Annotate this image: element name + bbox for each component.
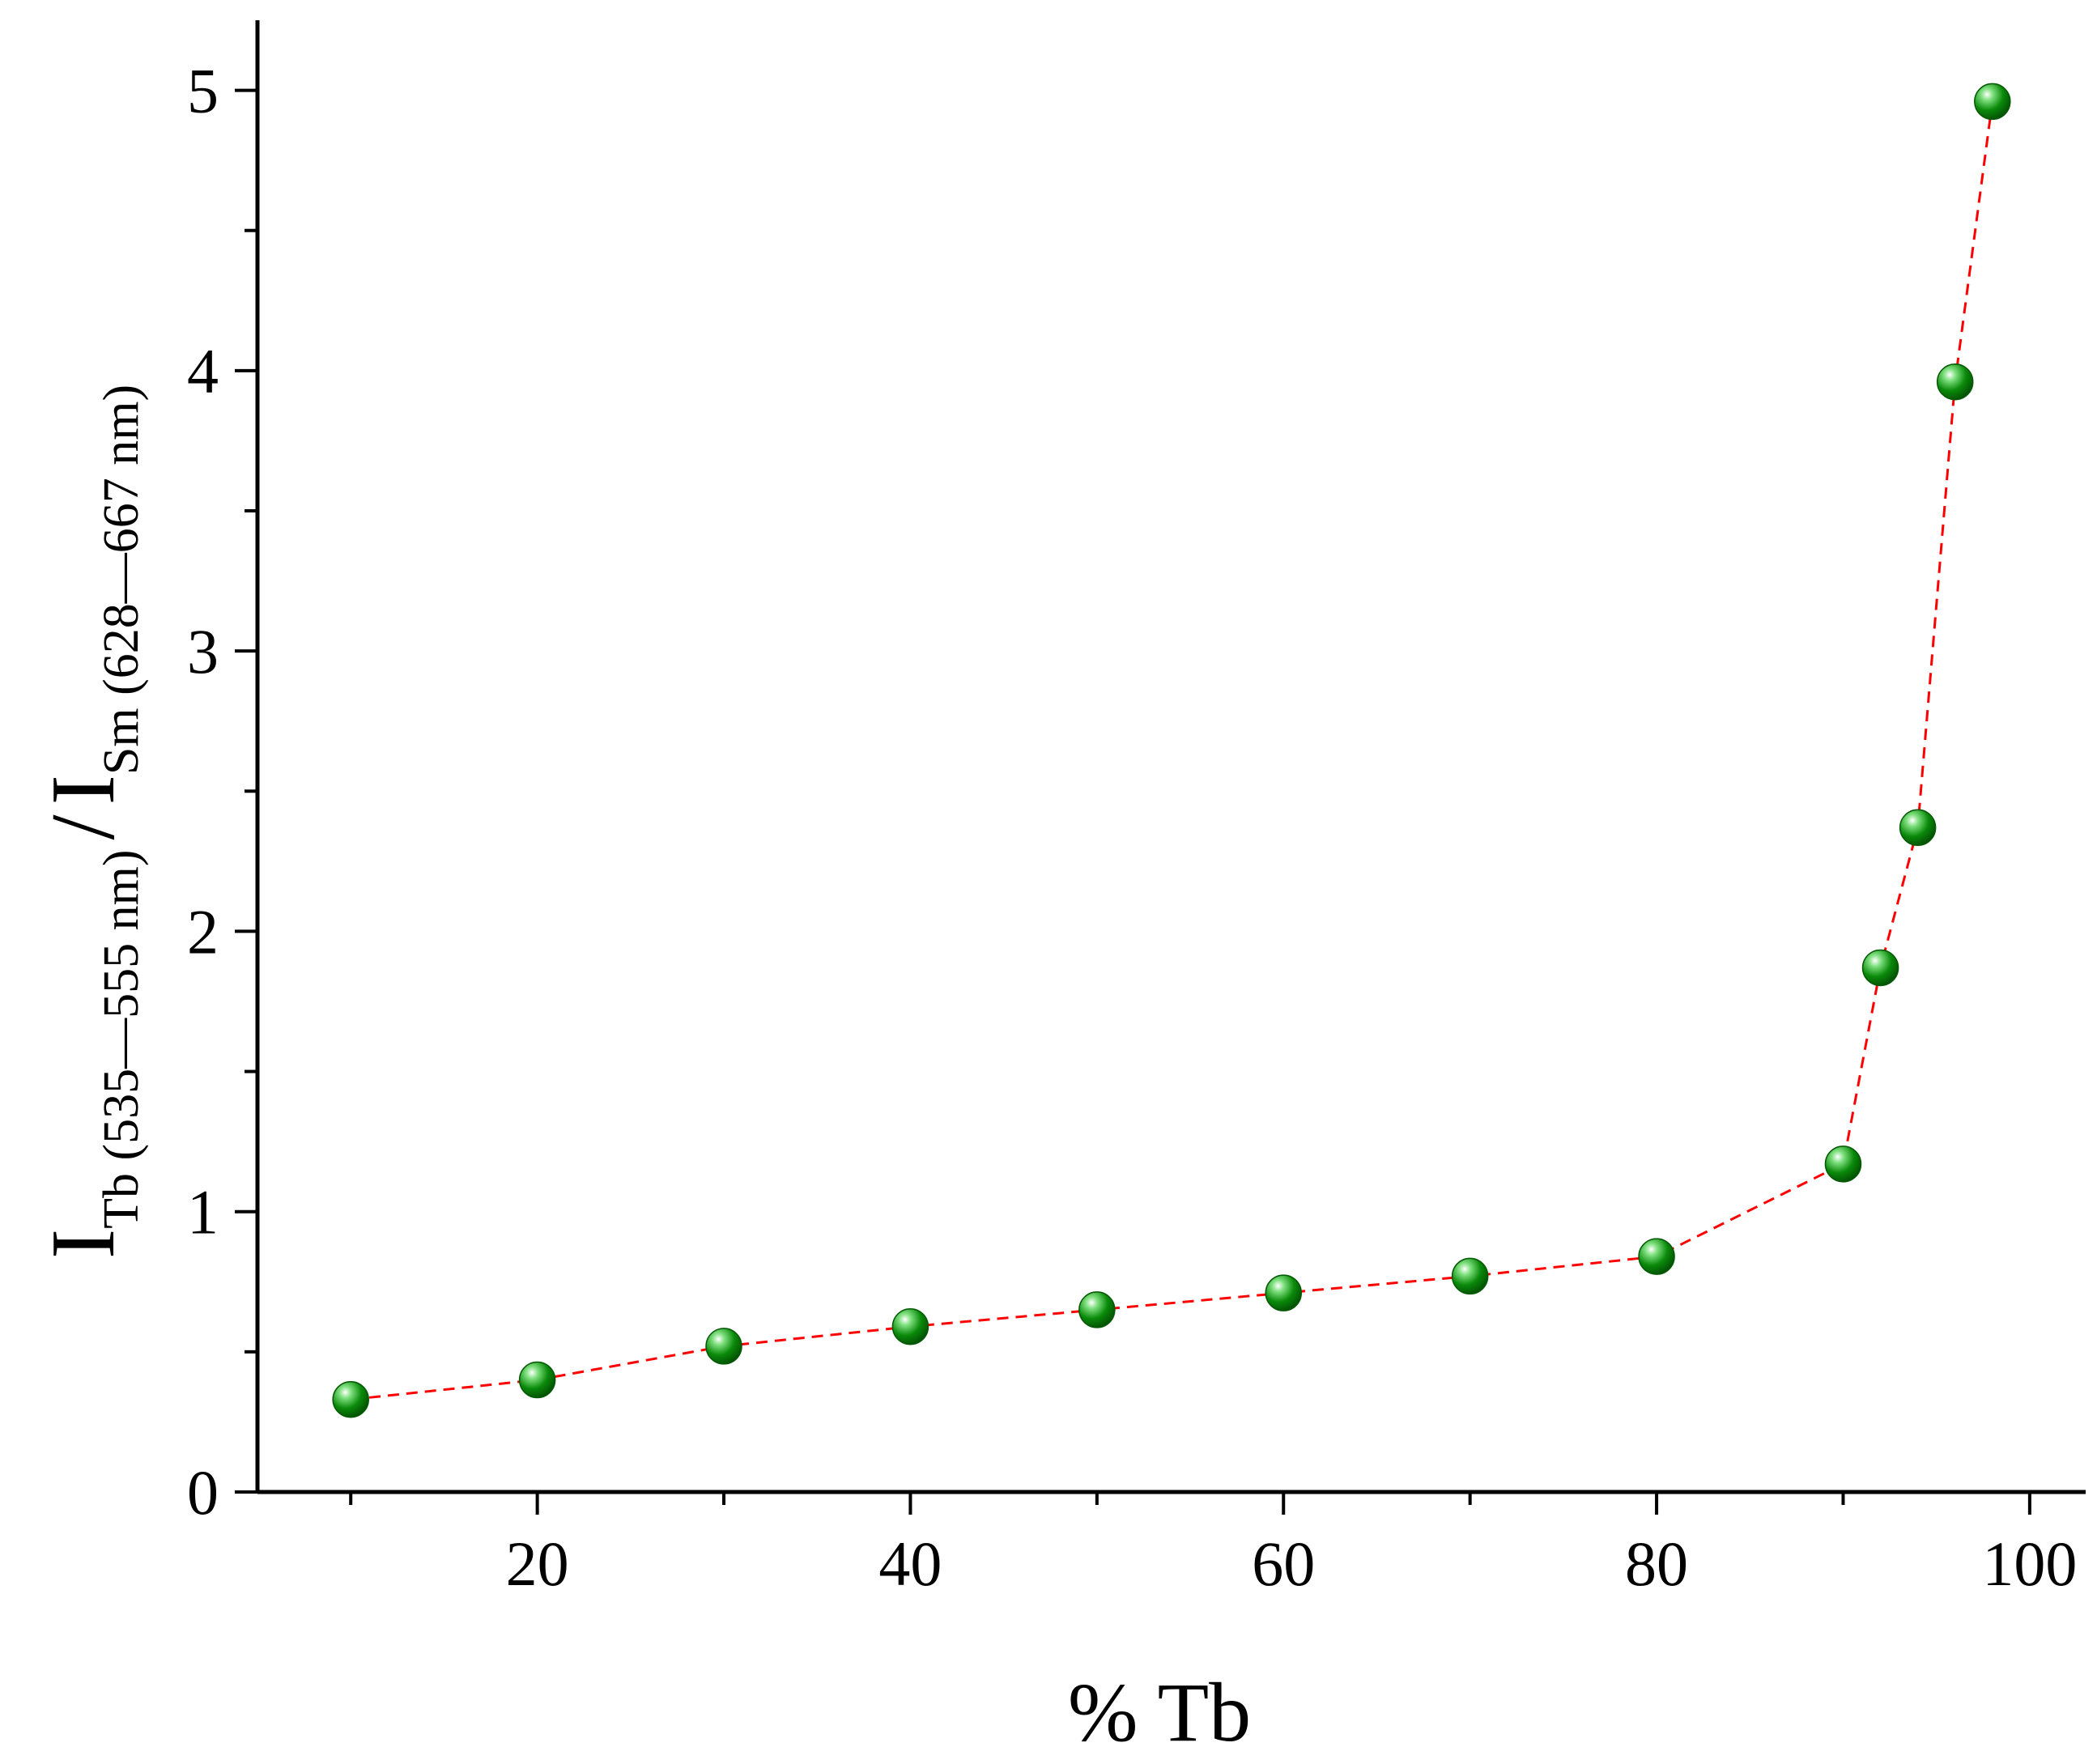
data-point: [1078, 1291, 1116, 1328]
y-tick-label: 3: [187, 616, 219, 686]
plot-area: 20 40 60 80 100 0 1 2 3 4 5: [187, 20, 2086, 1599]
y-title-sub-2: Sm (628—667 nm): [94, 385, 149, 775]
x-axis-title: % Tb: [1068, 1666, 1251, 1759]
series-line: [351, 101, 1994, 1401]
y-title-separator: /: [33, 814, 134, 839]
data-point: [1899, 809, 1937, 847]
y-tick-label: 4: [187, 336, 219, 406]
svg-text:ITb (535—555 nm)/ISm (628—667: ITb (535—555 nm)/ISm (628—667 nm): [33, 385, 149, 1259]
data-point: [705, 1328, 742, 1365]
x-tick-label: 60: [1252, 1528, 1315, 1599]
data-point: [1974, 83, 2011, 121]
y-title-sub-1: Tb (535—555 nm): [94, 849, 149, 1228]
data-point: [332, 1380, 369, 1418]
data-point: [1861, 949, 1899, 987]
x-tick-label: 20: [506, 1528, 569, 1599]
data-point: [1265, 1274, 1302, 1311]
y-tick-label: 1: [187, 1177, 219, 1248]
x-tick-label: 80: [1625, 1528, 1688, 1599]
data-point: [1638, 1238, 1675, 1275]
y-axis-title: ITb (535—555 nm)/ISm (628—667 nm): [33, 385, 149, 1259]
x-tick-label: 40: [878, 1528, 942, 1599]
y-tick-label: 2: [187, 896, 219, 967]
data-point: [891, 1307, 929, 1345]
x-tick-label: 100: [1982, 1528, 2077, 1599]
data-point: [1824, 1146, 1862, 1183]
y-tick-label: 0: [187, 1457, 219, 1528]
y-title-main-1: I: [33, 1229, 134, 1259]
data-point: [518, 1361, 556, 1399]
y-title-main-2: I: [33, 775, 134, 805]
y-tick-label: 5: [187, 56, 219, 126]
data-point: [1451, 1257, 1489, 1295]
data-point: [1936, 363, 1974, 401]
